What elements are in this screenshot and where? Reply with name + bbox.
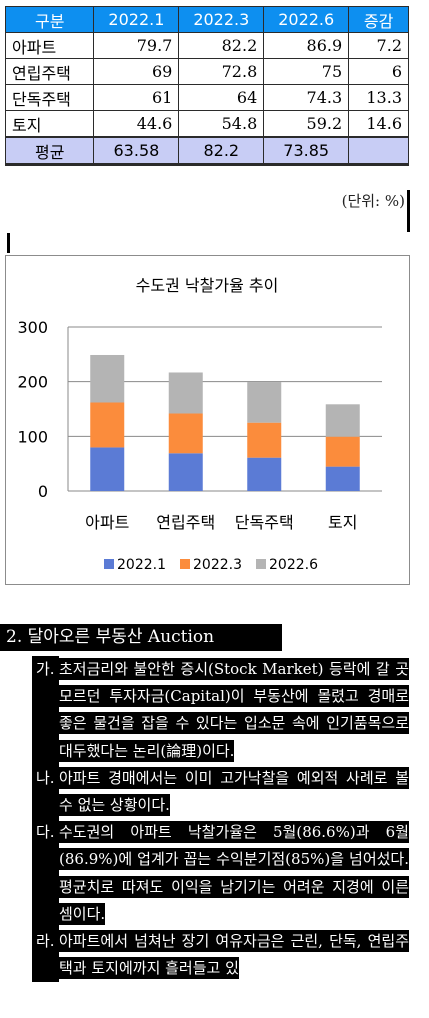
bar-segment bbox=[325, 466, 360, 491]
section-items: 가. 초저금리와 불안한 증시(Stock Market) 등락에 갈 곳 모르… bbox=[32, 656, 409, 983]
cell-2022-1: 44.6 bbox=[93, 110, 180, 138]
header-change: 증감 bbox=[348, 6, 409, 33]
row-label: 아파트 bbox=[4, 32, 95, 59]
y-tick-label: 200 bbox=[17, 373, 48, 392]
bar-segment bbox=[90, 402, 125, 448]
cell-2022-6: 75 bbox=[263, 58, 350, 85]
x-tick-label: 토지 bbox=[328, 513, 357, 532]
cell-2022-3: 54.8 bbox=[178, 110, 265, 138]
legend-label: 2022.1 bbox=[117, 557, 166, 573]
item-marker: 라. bbox=[36, 932, 55, 951]
legend-swatch bbox=[104, 559, 114, 569]
cell-change: 6 bbox=[348, 58, 409, 85]
list-item: 다. 수도권의 아파트 낙찰가율은 5월(86.6%)과 6월(86.9%)에 … bbox=[32, 819, 409, 929]
list-item: 나. 아파트 경매에서는 이미 고가낙찰을 예외적 사례로 볼 수 없는 상황이… bbox=[32, 764, 409, 820]
table-row: 연립주택 69 72.8 75 6 bbox=[4, 58, 409, 85]
bar-segment bbox=[90, 354, 125, 403]
table-header-row: 구분 2022.1 2022.3 2022.6 증감 bbox=[4, 6, 409, 33]
legend-swatch bbox=[180, 559, 190, 569]
cell-change: 13.3 bbox=[348, 84, 409, 111]
legend-label: 2022.6 bbox=[269, 557, 318, 573]
x-tick-label: 연립주택 bbox=[156, 513, 215, 532]
header-category: 구분 bbox=[4, 6, 95, 33]
auction-rate-table: 구분 2022.1 2022.3 2022.6 증감 아파트 79.7 82.2… bbox=[4, 6, 409, 166]
cell-2022-6: 59.2 bbox=[263, 110, 350, 138]
stacked-bar-chart: 수도권 낙찰가율 추이 0 100 200 300 아파트 연립주택 단독주택 토지 2022.1… bbox=[5, 255, 410, 585]
average-2022-3: 82.2 bbox=[178, 136, 265, 166]
item-text: 아파트 경매에서는 이미 고가낙찰을 예외적 사례로 볼 수 없는 상황이다. bbox=[59, 766, 409, 817]
header-2022-1: 2022.1 bbox=[93, 6, 180, 33]
unit-note: (단위: %) bbox=[341, 192, 405, 210]
average-label: 평균 bbox=[4, 136, 95, 166]
cell-2022-3: 72.8 bbox=[178, 58, 265, 85]
cell-2022-3: 64 bbox=[178, 84, 265, 111]
bar-segment bbox=[247, 422, 282, 458]
table-row: 단독주택 61 64 74.3 13.3 bbox=[4, 84, 409, 111]
bar-segment bbox=[325, 436, 360, 467]
cell-2022-6: 86.9 bbox=[263, 32, 350, 59]
item-marker: 가. bbox=[36, 660, 55, 678]
marker-background bbox=[32, 819, 59, 929]
item-marker: 나. bbox=[36, 768, 55, 787]
average-row: 평균 63.58 82.2 73.85 bbox=[4, 136, 409, 166]
bar-segment bbox=[247, 382, 282, 423]
average-change bbox=[348, 136, 409, 166]
y-tick-label: 300 bbox=[17, 318, 48, 337]
table-row: 아파트 79.7 82.2 86.9 7.2 bbox=[4, 32, 409, 59]
bar-segment bbox=[247, 457, 282, 491]
row-label: 토지 bbox=[4, 110, 95, 138]
cell-2022-3: 82.2 bbox=[178, 32, 265, 59]
x-tick-label: 단독주택 bbox=[235, 513, 294, 532]
average-2022-6: 73.85 bbox=[263, 136, 350, 166]
section-heading: 2. 달아오른 부동산 Auction bbox=[0, 624, 282, 651]
cell-change: 14.6 bbox=[348, 110, 409, 138]
item-text: 초저금리와 불안한 증시(Stock Market) 등락에 갈 곳 모르던 투… bbox=[59, 658, 409, 762]
cell-2022-6: 74.3 bbox=[263, 84, 350, 111]
marker-background bbox=[32, 928, 59, 983]
x-tick-label: 아파트 bbox=[85, 513, 129, 532]
cell-2022-1: 61 bbox=[93, 84, 180, 111]
chart-marker-bar bbox=[7, 233, 10, 253]
unit-marker-bar bbox=[407, 190, 410, 232]
y-tick-label: 100 bbox=[17, 427, 48, 446]
list-item: 가. 초저금리와 불안한 증시(Stock Market) 등락에 갈 곳 모르… bbox=[32, 656, 409, 765]
legend-swatch bbox=[256, 559, 266, 569]
item-text: 수도권의 아파트 낙찰가율은 5월(86.6%)과 6월(86.9%)에 업계가… bbox=[59, 821, 409, 925]
legend-label: 2022.3 bbox=[193, 557, 242, 573]
row-label: 단독주택 bbox=[4, 84, 95, 111]
marker-background bbox=[32, 656, 59, 765]
row-label: 연립주택 bbox=[4, 58, 95, 85]
bar-segment bbox=[168, 372, 203, 414]
bar-segment bbox=[90, 447, 125, 491]
item-marker: 다. bbox=[36, 823, 55, 842]
average-2022-1: 63.58 bbox=[93, 136, 180, 166]
header-2022-3: 2022.3 bbox=[178, 6, 265, 33]
item-text: 아파트에서 넘쳐난 장기 여유자금은 근린, 단독, 연립주택과 토지에까지 흘… bbox=[59, 930, 409, 980]
header-2022-6: 2022.6 bbox=[263, 6, 350, 33]
y-tick-label: 0 bbox=[38, 482, 48, 501]
table-row: 토지 44.6 54.8 59.2 14.6 bbox=[4, 110, 409, 138]
cell-change: 7.2 bbox=[348, 32, 409, 59]
bar-segment bbox=[168, 413, 203, 454]
chart-title: 수도권 낙찰가율 추이 bbox=[136, 276, 279, 295]
bar-segment bbox=[325, 404, 360, 437]
list-item: 라. 아파트에서 넘쳐난 장기 여유자금은 근린, 단독, 연립주택과 토지에까… bbox=[32, 928, 409, 983]
chart-canvas: 수도권 낙찰가율 추이 0 100 200 300 아파트 연립주택 단독주택 토지 2022.1… bbox=[17, 276, 382, 573]
cell-2022-1: 79.7 bbox=[93, 32, 180, 59]
cell-2022-1: 69 bbox=[93, 58, 180, 85]
marker-background bbox=[32, 764, 59, 820]
bar-segment bbox=[168, 453, 203, 491]
